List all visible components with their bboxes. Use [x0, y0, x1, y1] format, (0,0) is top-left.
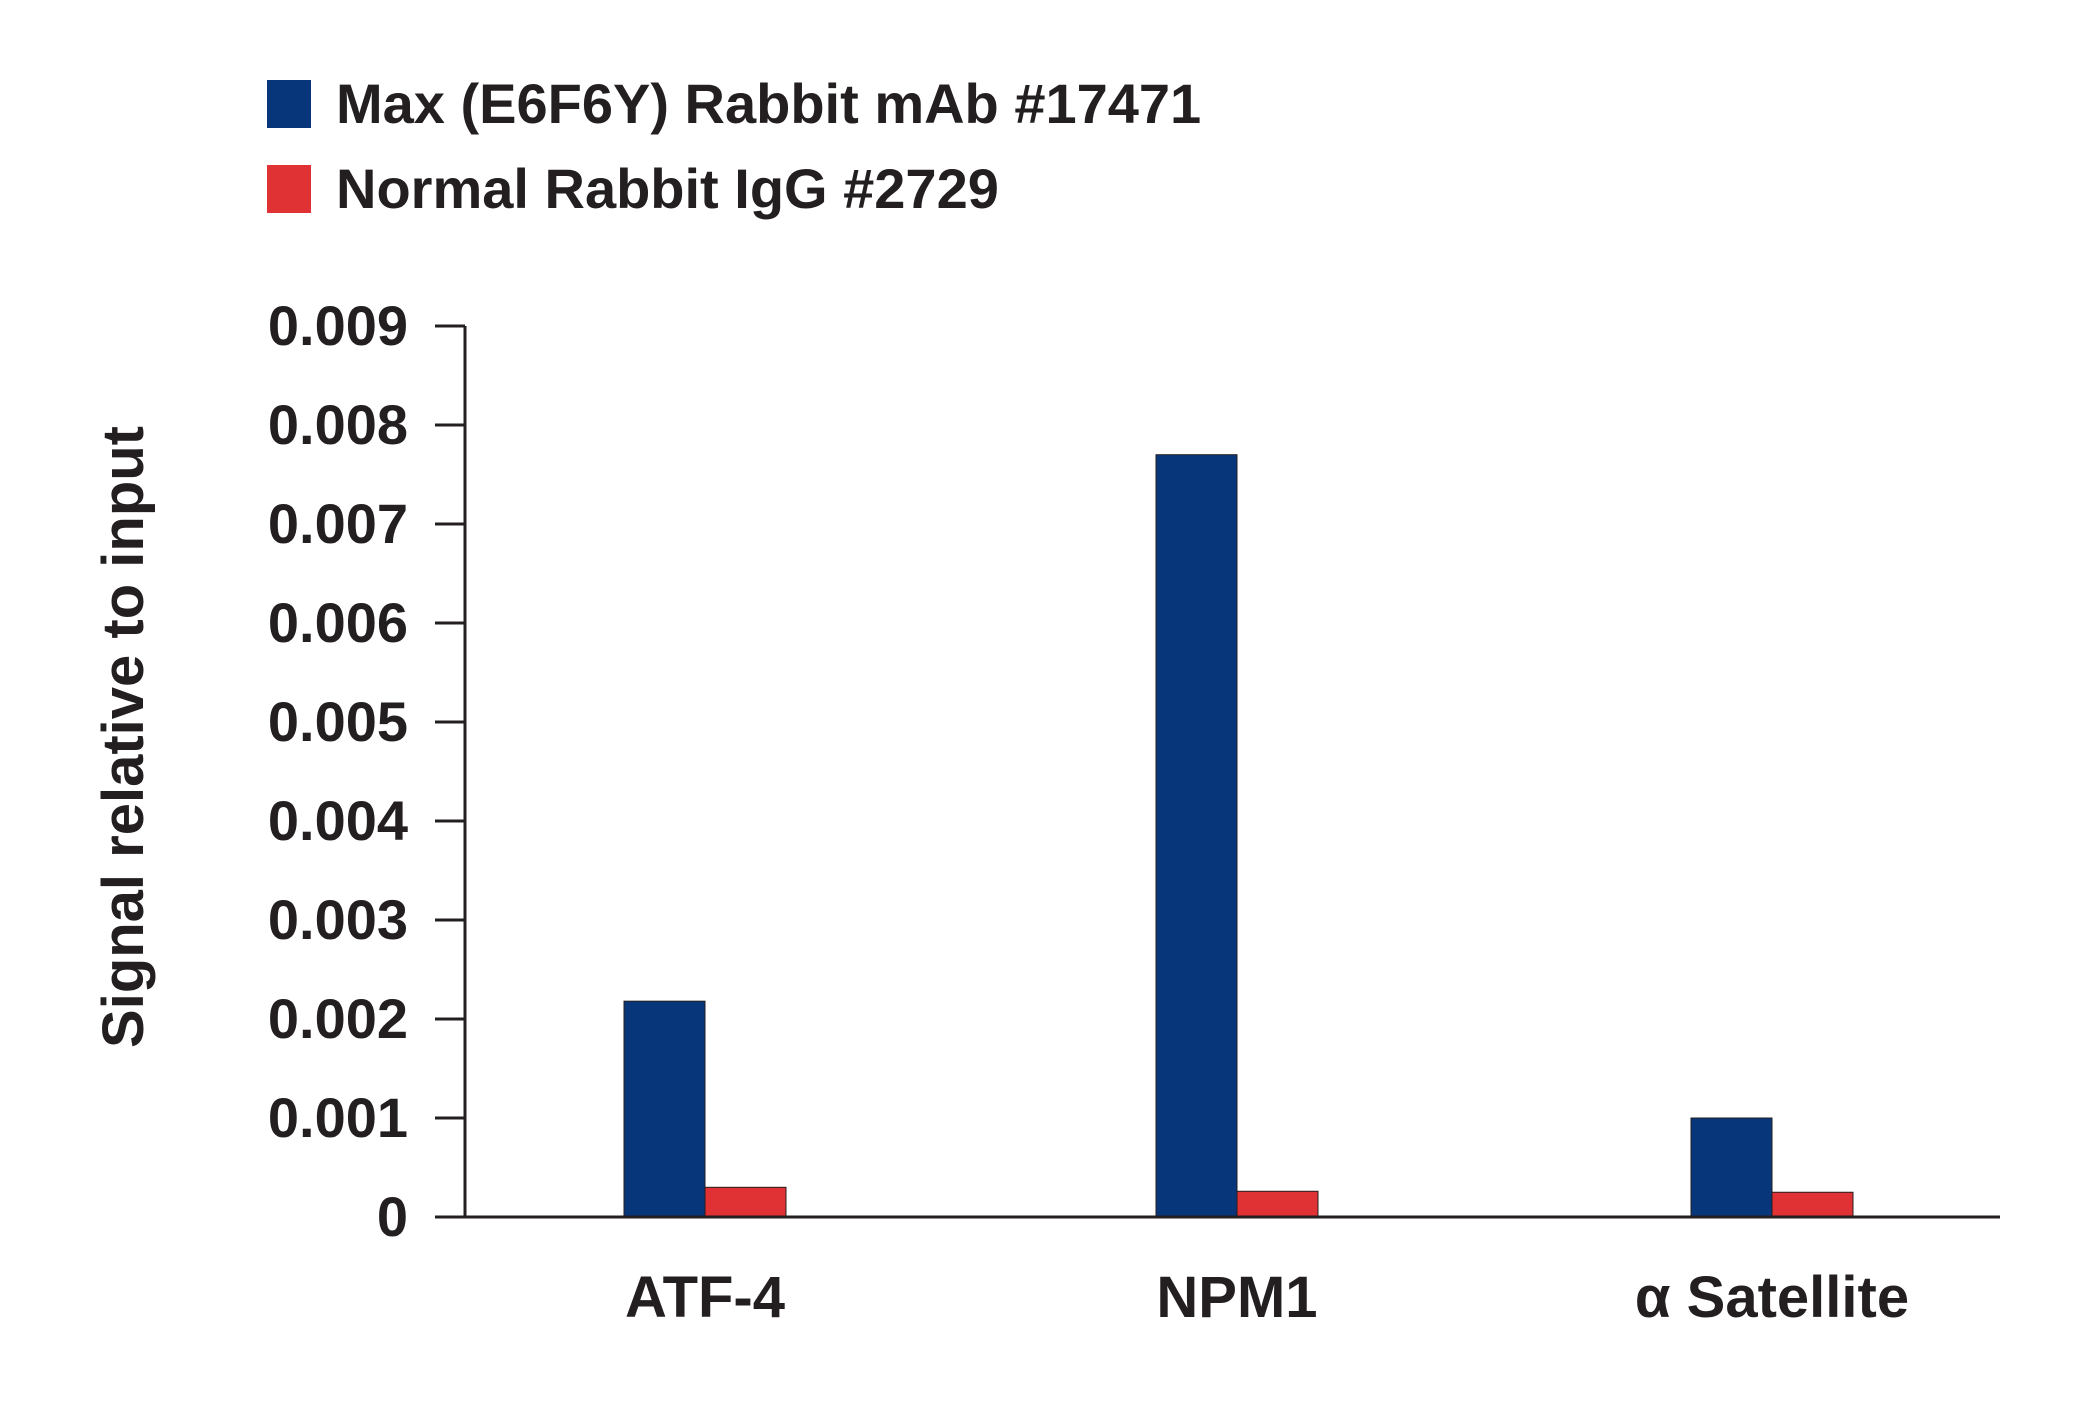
- legend-label-2: Normal Rabbit IgG #2729: [336, 157, 999, 220]
- y-tick-label-1: 0.001: [268, 1086, 408, 1149]
- bar-1-2: [1155, 454, 1238, 1218]
- bar-2-1: [704, 1186, 787, 1218]
- bar-1-1: [623, 1000, 706, 1218]
- y-tick-label-5: 0.005: [268, 690, 408, 753]
- x-tick-label-2: NPM1: [1156, 1265, 1317, 1330]
- y-tick-label-8: 0.008: [268, 393, 408, 456]
- y-tick-label-3: 0.003: [268, 888, 408, 951]
- x-tick-label-3: α Satellite: [1635, 1265, 1909, 1330]
- y-tick-label-0: 0: [377, 1185, 408, 1248]
- bar-2-2: [1236, 1190, 1319, 1218]
- y-tick-label-7: 0.007: [268, 492, 408, 555]
- y-tick-label-9: 0.009: [268, 294, 408, 357]
- y-tick-label-4: 0.004: [268, 789, 408, 852]
- legend-label-1: Max (E6F6Y) Rabbit mAb #17471: [336, 72, 1201, 135]
- legend: Max (E6F6Y) Rabbit mAb #17471 Normal Rabb…: [267, 72, 1201, 220]
- bars: [623, 454, 1854, 1218]
- y-tick-label-6: 0.006: [268, 591, 408, 654]
- bar-2-3: [1771, 1191, 1854, 1218]
- x-axis: ATF-4 NPM1 α Satellite: [435, 1215, 2000, 1330]
- legend-swatch-1: [267, 80, 311, 128]
- y-axis: 0 0.001 0.002 0.003 0.004 0.005 0.006 0.007 0.00…: [268, 294, 467, 1248]
- y-axis-label: Signal relative to input: [91, 426, 156, 1048]
- y-tick-label-2: 0.002: [268, 987, 408, 1050]
- x-tick-label-1: ATF-4: [625, 1265, 785, 1330]
- bar-1-3: [1690, 1117, 1773, 1218]
- legend-swatch-2: [267, 165, 311, 213]
